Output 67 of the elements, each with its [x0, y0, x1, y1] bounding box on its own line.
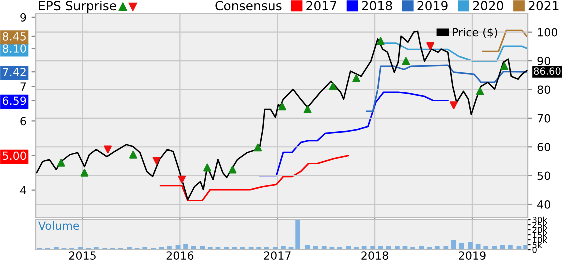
- bar: [184, 244, 188, 250]
- y2-tick-label: 40: [538, 200, 550, 209]
- y-tick-label: 7: [20, 82, 26, 91]
- data-label: 86.60: [534, 68, 561, 76]
- legend-label: 2019: [418, 1, 448, 11]
- point: [178, 176, 186, 184]
- bar: [468, 242, 473, 250]
- point: [80, 169, 89, 177]
- point: [376, 37, 385, 46]
- y-tick-label: 8.10: [2, 44, 26, 53]
- chart-title: EPS Surprise: [39, 0, 116, 14]
- point: [500, 62, 509, 70]
- bar: [378, 246, 384, 250]
- point: [129, 150, 138, 159]
- legend-label: 2021: [528, 1, 559, 11]
- point: [352, 74, 360, 83]
- x-tick-label: 2016: [166, 252, 194, 260]
- x-tick-label: 2019: [459, 252, 486, 260]
- y2-tick-label: 60: [538, 143, 550, 152]
- y-tick-label: 7.42: [3, 68, 26, 76]
- bar: [305, 246, 310, 250]
- y-tick-label: 6.59: [3, 96, 26, 106]
- y-tick-label: 30k: [532, 216, 548, 224]
- legend-label: 2020: [473, 1, 504, 11]
- point: [476, 88, 484, 96]
- x-tick-label: 2015: [69, 252, 96, 260]
- y-tick-label: 5.00: [3, 152, 26, 160]
- y-tick-label: 0: [532, 246, 537, 254]
- chart-title: Volume: [38, 222, 80, 230]
- point: [204, 164, 212, 172]
- point: [278, 102, 286, 111]
- point: [254, 144, 262, 152]
- y-tick-label: 9: [20, 13, 26, 22]
- bar: [492, 246, 498, 250]
- point: [228, 166, 237, 174]
- point: [329, 82, 338, 91]
- bar: [191, 246, 196, 250]
- y-tick-label: 6: [20, 117, 26, 126]
- bar: [296, 220, 301, 250]
- bar: [484, 246, 489, 250]
- y2-tick-label: 90: [538, 57, 550, 66]
- x-tick-label: 2018: [362, 252, 388, 260]
- line-series: [160, 155, 350, 202]
- point: [104, 146, 112, 154]
- y-tick-label: 4: [20, 186, 26, 195]
- y2-tick-label: 100: [538, 28, 558, 37]
- x-tick-label: 2017: [264, 252, 291, 260]
- legend-label: 2017: [306, 1, 336, 11]
- line-series: [366, 64, 528, 112]
- point: [402, 57, 410, 66]
- bar: [508, 246, 513, 250]
- point: [450, 102, 458, 110]
- line-series: [259, 92, 449, 177]
- point: [304, 106, 312, 114]
- y2-tick-label: 80: [538, 86, 550, 94]
- y2-tick-label: 70: [538, 114, 550, 123]
- point: [57, 158, 66, 167]
- bar: [370, 246, 376, 250]
- bar: [500, 246, 506, 250]
- legend-label: 2018: [362, 1, 392, 11]
- legend-label: Price ($): [453, 28, 498, 38]
- legend-title: Consensus: [216, 1, 282, 11]
- y-tick-label: 8.45: [2, 32, 26, 41]
- point: [152, 156, 161, 165]
- bar: [452, 240, 456, 250]
- y2-tick-label: 50: [538, 172, 550, 180]
- point: [426, 42, 435, 50]
